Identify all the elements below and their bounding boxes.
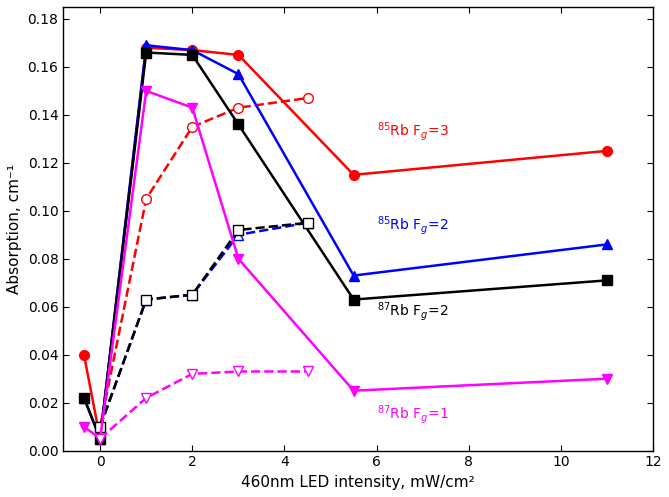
Text: $^{87}$Rb F$_g$=2: $^{87}$Rb F$_g$=2 (377, 300, 448, 323)
Text: $^{85}$Rb F$_g$=2: $^{85}$Rb F$_g$=2 (377, 214, 448, 237)
X-axis label: 460nm LED intensity, mW/cm²: 460nm LED intensity, mW/cm² (242, 475, 475, 490)
Text: $^{85}$Rb F$_g$=3: $^{85}$Rb F$_g$=3 (377, 120, 448, 143)
Y-axis label: Absorption, cm⁻¹: Absorption, cm⁻¹ (7, 164, 22, 294)
Text: $^{87}$Rb F$_g$=1: $^{87}$Rb F$_g$=1 (377, 403, 448, 426)
